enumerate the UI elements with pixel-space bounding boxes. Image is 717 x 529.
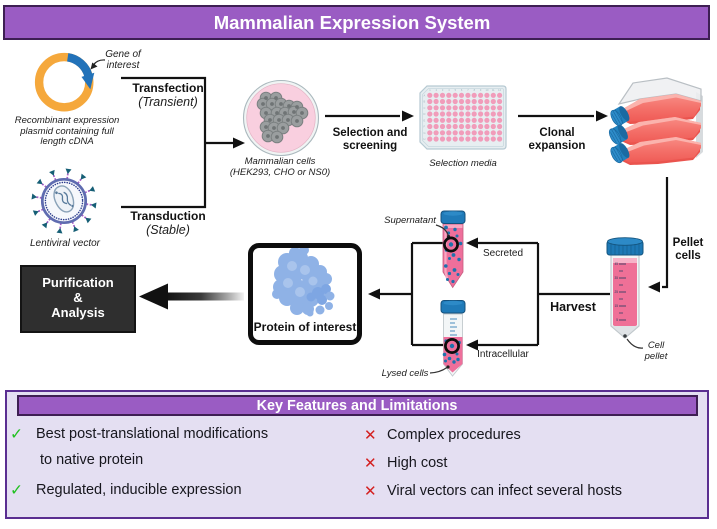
svg-text:9: 9 [480, 88, 482, 92]
svg-text:5: 5 [616, 318, 618, 322]
svg-text:E: E [424, 118, 426, 122]
svg-text:A: A [424, 93, 426, 97]
svg-text:45: 45 [614, 262, 618, 266]
svg-text:6: 6 [461, 88, 463, 92]
svg-text:C: C [424, 106, 426, 110]
svg-text:H: H [424, 137, 426, 141]
svg-text:35: 35 [614, 276, 618, 280]
svg-text:3: 3 [442, 88, 444, 92]
svg-text:8: 8 [474, 88, 476, 92]
svg-text:10: 10 [486, 88, 489, 92]
svg-text:4: 4 [448, 88, 450, 92]
svg-text:12: 12 [498, 88, 501, 92]
svg-text:5: 5 [455, 88, 457, 92]
svg-text:B: B [424, 100, 426, 104]
svg-text:7: 7 [467, 88, 469, 92]
svg-text:F: F [424, 125, 426, 129]
svg-text:D: D [424, 112, 426, 116]
svg-text:25: 25 [614, 290, 618, 294]
svg-text:2: 2 [436, 88, 438, 92]
svg-text:15: 15 [614, 304, 618, 308]
svg-text:1: 1 [429, 88, 431, 92]
svg-text:G: G [424, 131, 426, 135]
svg-text:11: 11 [492, 88, 495, 92]
